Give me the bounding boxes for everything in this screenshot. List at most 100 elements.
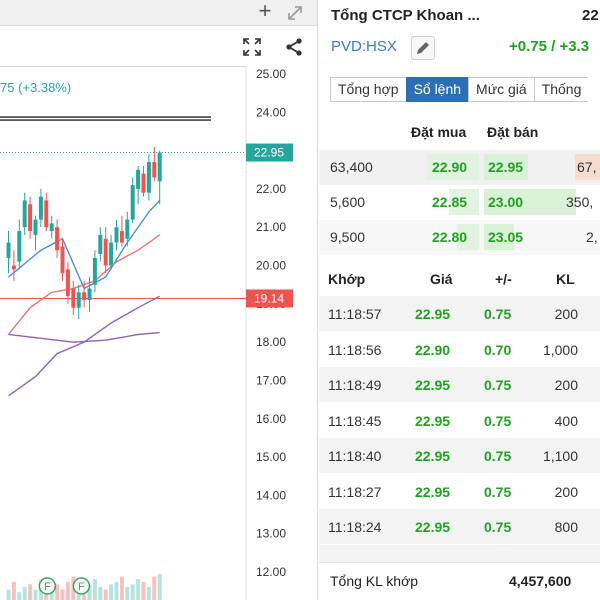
volume-bar [119, 576, 124, 600]
volume-bar [49, 592, 54, 600]
volume-bar [17, 592, 22, 600]
reference-price-tag [246, 289, 293, 308]
candle-body [71, 288, 76, 308]
change-header: +/- [495, 271, 512, 287]
trade-time: 11:18:27 [328, 483, 382, 500]
candle-body [44, 200, 49, 228]
trade-price: 22.95 [415, 483, 451, 500]
edit-button[interactable] [411, 36, 435, 60]
price-axis-label: 14.00 [256, 488, 286, 502]
trade-price: 22.95 [415, 377, 451, 393]
order-book-row: 63,400 22.90 22.95 67, [319, 150, 600, 185]
price-axis-label: 25.00 [256, 67, 286, 81]
trade-price: 22.95 [415, 519, 451, 535]
event-marker-label: F [44, 581, 51, 593]
trade-time: 11:18:57 [328, 306, 382, 322]
last-price-tag-label: 22.95 [254, 146, 284, 160]
tab-3[interactable]: Thống [533, 77, 589, 102]
ask-price[interactable]: 23.05 [488, 229, 524, 245]
trade-volume: 200 [554, 483, 578, 500]
candle-body [65, 269, 70, 297]
candle-body [76, 292, 81, 308]
trade-change: 0.75 [484, 412, 512, 429]
bid-volume: 5,600 [330, 194, 366, 210]
price-axis-label: 17.00 [256, 373, 286, 387]
bid-depth-bar [427, 154, 479, 180]
volume-bar [6, 589, 11, 600]
volume-bar [11, 581, 16, 600]
price-axis-label: 13.00 [256, 527, 286, 541]
ticker-link[interactable]: PVD:HSX [331, 38, 397, 55]
trade-row: 11:18:57 22.95 0.75 200 [319, 296, 600, 331]
volume-bar [152, 576, 157, 600]
tab-2[interactable]: Mức giá [468, 77, 534, 102]
candle-body [38, 196, 43, 220]
candle-body [17, 231, 22, 262]
bid-volume: 63,400 [330, 159, 373, 175]
share-icon[interactable] [283, 36, 305, 58]
total-volume-footer: Tổng KL khớp 4,457,600 [319, 562, 600, 600]
volume-bar [33, 589, 38, 600]
event-marker-label: F [78, 581, 85, 593]
volume-bar [114, 581, 119, 600]
pencil-icon [417, 42, 429, 54]
price-axis-label: 20.00 [256, 259, 286, 273]
trade-row: 11:18:49 22.95 0.75 200 [319, 367, 600, 402]
candle-body [49, 223, 54, 232]
ask-depth-bar [484, 154, 528, 180]
trade-volume: 800 [554, 519, 578, 535]
volume-bar [109, 584, 114, 600]
order-book-header: Đặt mua Đặt bán [319, 120, 600, 144]
total-volume-value: 4,457,600 [509, 573, 572, 589]
tab-0[interactable]: Tổng hợp [330, 77, 406, 102]
volume-bar [60, 589, 65, 600]
trade-volume: 1,100 [542, 448, 578, 464]
price-axis-label: 22.00 [256, 182, 286, 196]
chart-toolbar-divider [0, 66, 246, 67]
order-book-row: 5,600 22.85 23.00 350, [319, 185, 600, 220]
price-header: Giá [430, 271, 453, 287]
ask-volume: 2, [586, 229, 598, 245]
tab-1[interactable]: Sổ lệnh [405, 77, 469, 102]
candle-body [55, 227, 60, 251]
trade-price: 22.95 [415, 448, 451, 464]
bid-price[interactable]: 22.90 [432, 159, 468, 175]
moving-average-line [8, 331, 160, 343]
bid-price[interactable]: 22.80 [432, 229, 468, 245]
event-marker-circle[interactable] [72, 577, 91, 595]
event-marker-circle[interactable] [38, 577, 57, 595]
candle-body [33, 219, 38, 235]
bid-price[interactable]: 22.85 [432, 194, 468, 210]
trade-change: 0.75 [484, 377, 512, 393]
fullscreen-icon[interactable] [241, 36, 263, 58]
candle-body [11, 265, 16, 270]
trade-row: 11:18:45 22.95 0.75 400 [319, 403, 600, 438]
candle-body [141, 173, 146, 193]
candle-body [103, 238, 108, 266]
candle-body [146, 162, 151, 193]
ask-volume-bar [575, 154, 600, 180]
plus-icon[interactable]: + [258, 0, 272, 23]
last-price-tag [246, 143, 293, 162]
ask-volume: 350, [566, 194, 594, 210]
quote-tabs: Tổng hợp Sổ lệnh Mức giá Thống [330, 77, 589, 102]
trade-change: 0.75 [484, 306, 512, 322]
header-change: +0.75 / +3.3 [509, 38, 590, 55]
quote-panel: Tổng CTCP Khoan ... 22 PVD:HSX +0.75 / +… [319, 0, 600, 600]
candle-body [98, 234, 103, 255]
volume-bar [22, 587, 27, 600]
bid-depth-bar [457, 224, 479, 250]
trade-change: 0.70 [484, 341, 512, 358]
volume-bar [82, 589, 87, 600]
price-chart[interactable]: FF25.0024.0023.0022.0021.0020.0019.0018.… [0, 66, 318, 600]
candle-body [109, 242, 114, 266]
ask-price[interactable]: 22.95 [488, 159, 524, 175]
trade-price: 22.95 [415, 412, 451, 429]
volume-header: KL [556, 271, 575, 287]
ask-price[interactable]: 23.00 [488, 194, 524, 210]
volume-bar [125, 587, 130, 600]
trade-change: 0.75 [484, 483, 512, 500]
price-axis-label: 24.00 [256, 105, 286, 119]
expand-diagonal-icon[interactable] [284, 2, 306, 24]
chart-pane: + FF25.0024.0023.0022.0021.0020.0019.001… [0, 0, 318, 600]
